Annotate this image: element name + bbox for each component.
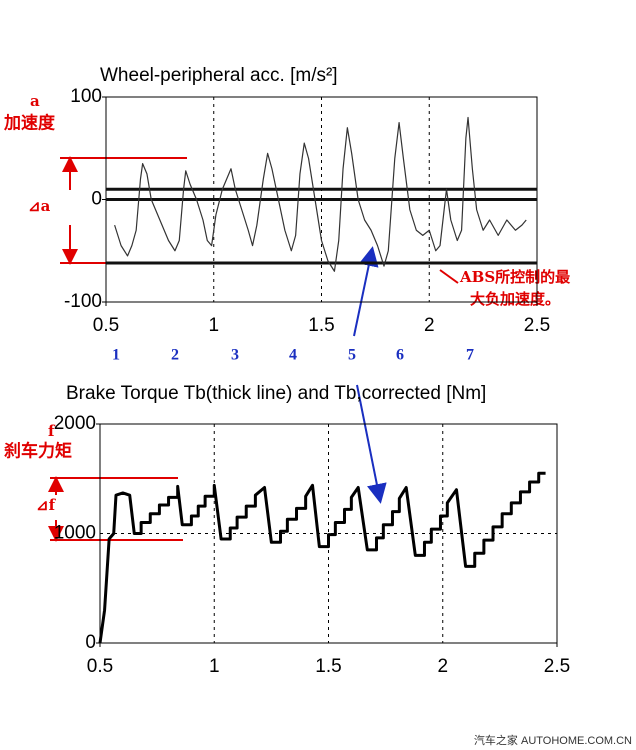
x-tick-label: 1.5 bbox=[308, 315, 334, 336]
y-tick-label: 0 bbox=[85, 632, 96, 653]
abs-note: 大负加速度。 bbox=[470, 290, 560, 308]
cycle-label: 1 bbox=[112, 347, 120, 364]
cycle-label: 7 bbox=[466, 347, 474, 364]
y-tick-label: -100 bbox=[64, 291, 102, 312]
y-tick-label: 2000 bbox=[54, 413, 96, 434]
y-tick-label: 0 bbox=[91, 189, 102, 210]
cycle-label: 2 bbox=[171, 347, 179, 364]
x-tick-label: 2 bbox=[424, 315, 435, 336]
x-tick-label: 2.5 bbox=[524, 315, 550, 336]
acc-label: 加速度 bbox=[3, 113, 56, 134]
chart-title: Wheel-peripheral acc. [m/s²] bbox=[100, 65, 338, 86]
torque-label: 刹车力矩 bbox=[4, 441, 72, 462]
data-line bbox=[114, 116, 527, 272]
cycle-label: 6 bbox=[396, 347, 404, 364]
x-tick-label: 0.5 bbox=[87, 656, 113, 677]
chart-title: Brake Torque Tb(thick line) and Tb,corre… bbox=[66, 383, 486, 404]
y-tick-label: 100 bbox=[70, 86, 102, 107]
cycle-label: 5 bbox=[348, 347, 356, 364]
x-tick-label: 1 bbox=[208, 315, 219, 336]
acc-symbol: a bbox=[30, 92, 40, 110]
data-line bbox=[98, 471, 546, 644]
cycle-label: 3 bbox=[231, 347, 239, 364]
x-tick-label: 0.5 bbox=[93, 315, 119, 336]
abs-note: ABS所控制的最 bbox=[459, 268, 571, 286]
x-tick-label: 1.5 bbox=[315, 656, 341, 677]
x-tick-label: 1 bbox=[209, 656, 220, 677]
watermark: 汽车之家 AUTOHOME.COM.CN bbox=[474, 733, 632, 747]
delta-a: ⊿a bbox=[28, 197, 51, 215]
x-tick-label: 2 bbox=[437, 656, 448, 677]
cycle-label: 4 bbox=[289, 347, 297, 364]
x-tick-label: 2.5 bbox=[544, 656, 570, 677]
y-tick-label: 1000 bbox=[54, 523, 96, 544]
blue-arrows bbox=[353, 246, 387, 504]
torque-symbol: f bbox=[48, 422, 56, 440]
delta-f: ⊿f bbox=[36, 496, 57, 514]
